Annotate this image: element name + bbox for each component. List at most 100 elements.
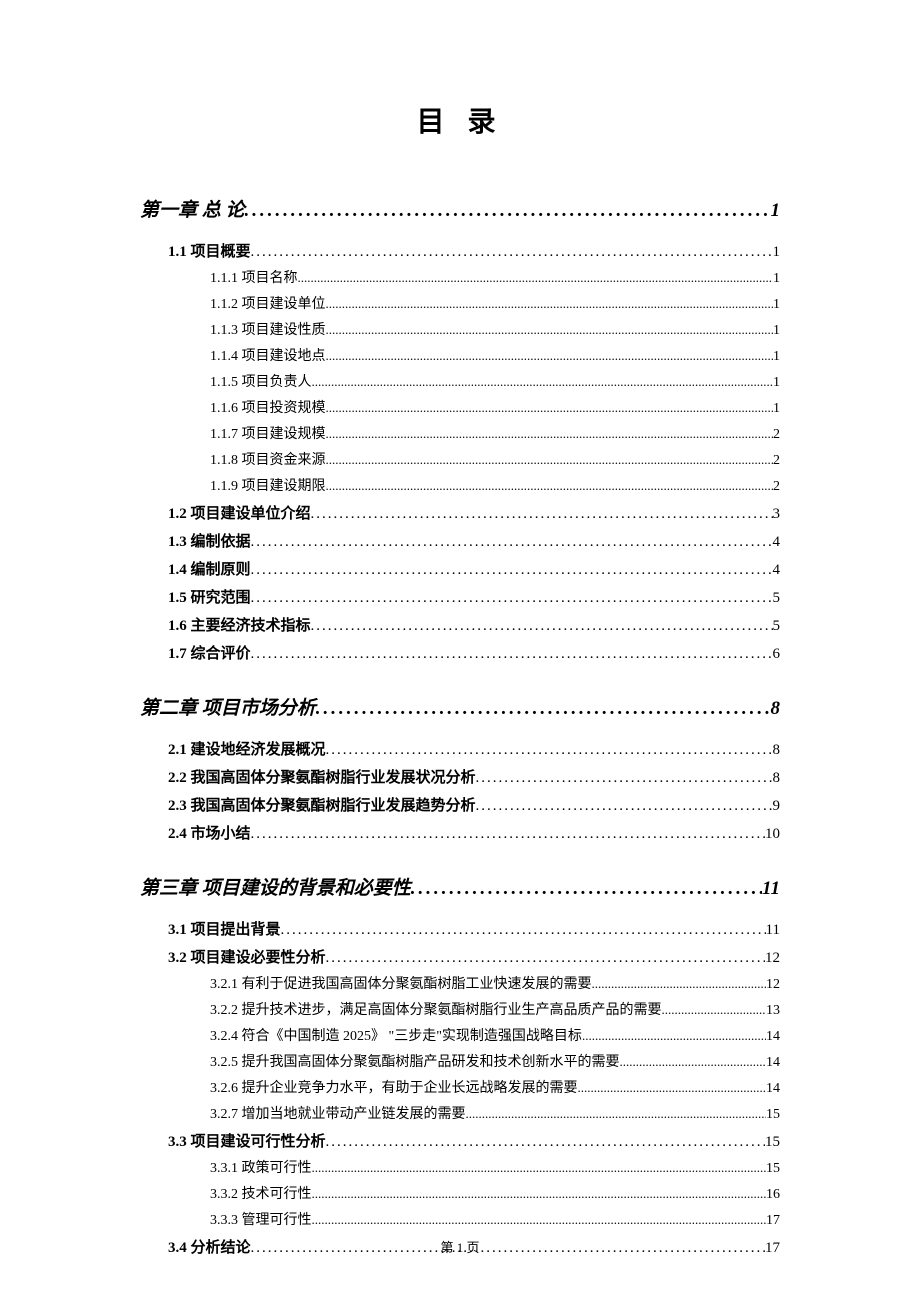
- toc-entry-label: 3.2.5 提升我国高固体分聚氨酯树脂产品研发和技术创新水平的需要: [210, 1051, 620, 1071]
- toc-entry-label: 1.1.4 项目建设地点: [210, 345, 326, 365]
- toc-entry-page: 1: [773, 375, 780, 391]
- toc-entry-label: 3.2.2 提升技术进步，满足高固体分聚氨酯树脂行业生产高品质产品的需要: [210, 999, 662, 1019]
- toc-entry-page: 1: [773, 244, 781, 261]
- toc-entry-label: 1.7 综合评价: [168, 642, 251, 663]
- toc-leader-dots: ........................................…: [311, 618, 773, 635]
- toc-entry-label: 2.4 市场小结: [168, 822, 251, 843]
- toc-entry: 1.1.3 项目建设性质............................…: [210, 319, 780, 339]
- toc-entry: 3.2.6 提升企业竞争力水平，有助于企业长远战略发展的需要..........…: [210, 1077, 780, 1097]
- toc-entry-page: 5: [773, 618, 781, 635]
- toc-entry-page: 11: [766, 922, 780, 939]
- toc-entry-page: 15: [765, 1134, 780, 1151]
- toc-entry-page: 8: [771, 698, 781, 720]
- toc-leader-dots: ........................................…: [326, 348, 774, 364]
- toc-entry-page: 11: [762, 878, 780, 900]
- toc-entry-label: 1.2 项目建设单位介绍: [168, 502, 311, 523]
- toc-entry: 3.2.5 提升我国高固体分聚氨酯树脂产品研发和技术创新水平的需要.......…: [210, 1051, 780, 1071]
- toc-leader-dots: ........................................…: [476, 798, 773, 815]
- page-footer: 第 1 页: [0, 1237, 920, 1256]
- toc-entry: 1.3 编制依据................................…: [168, 530, 780, 551]
- toc-entry-page: 17: [766, 1213, 780, 1229]
- toc-entry-page: 1: [773, 401, 780, 417]
- toc-entry: 1.1.8 项目资金来源............................…: [210, 449, 780, 469]
- toc-entry-page: 3: [773, 506, 781, 523]
- toc-entry-page: 8: [773, 742, 781, 759]
- toc-entry-page: 14: [766, 1055, 780, 1071]
- toc-leader-dots: ........................................…: [312, 1186, 767, 1202]
- toc-entry-label: 3.3.3 管理可行性: [210, 1209, 312, 1229]
- toc-entry: 3.1 项目提出背景..............................…: [168, 918, 780, 939]
- toc-entry-label: 3.3.2 技术可行性: [210, 1183, 312, 1203]
- toc-entry-page: 9: [773, 798, 781, 815]
- toc-entry: 1.5 研究范围................................…: [168, 586, 780, 607]
- toc-entry-label: 3.2.1 有利于促进我国高固体分聚氨酯树脂工业快速发展的需要: [210, 973, 592, 993]
- toc-entry: 2.2 我国高固体分聚氨酯树脂行业发展状况分析.................…: [168, 766, 780, 787]
- toc-entry-label: 2.3 我国高固体分聚氨酯树脂行业发展趋势分析: [168, 794, 476, 815]
- toc-leader-dots: ........................................…: [326, 742, 773, 759]
- toc-leader-dots: ........................................…: [326, 452, 774, 468]
- toc-entry-page: 14: [766, 1029, 780, 1045]
- toc-entry-label: 1.3 编制依据: [168, 530, 251, 551]
- toc-entry: 1.1.2 项目建设单位............................…: [210, 293, 780, 313]
- toc-entry: 1.2 项目建设单位介绍............................…: [168, 502, 780, 523]
- toc-entry-label: 2.2 我国高固体分聚氨酯树脂行业发展状况分析: [168, 766, 476, 787]
- toc-entry-label: 1.1.1 项目名称: [210, 267, 298, 287]
- toc-entry-label: 1.1.6 项目投资规模: [210, 397, 326, 417]
- toc-entry-label: 1.1.2 项目建设单位: [210, 293, 326, 313]
- toc-entry-label: 1.1 项目概要: [168, 240, 251, 261]
- toc-entry-page: 13: [766, 1003, 780, 1019]
- toc-entry-page: 16: [766, 1187, 780, 1203]
- toc-leader-dots: ........................................…: [326, 296, 774, 312]
- toc-entry: 3.2 项目建设必要性分析...........................…: [168, 946, 780, 967]
- toc-leader-dots: ........................................…: [251, 826, 765, 843]
- toc-entry-page: 6: [773, 646, 781, 663]
- toc-leader-dots: ........................................…: [582, 1028, 766, 1044]
- toc-entry-page: 1: [771, 200, 781, 222]
- toc-entry-page: 8: [773, 770, 781, 787]
- toc-leader-dots: ........................................…: [245, 200, 771, 222]
- toc-entry-page: 4: [773, 534, 781, 551]
- toc-leader-dots: ........................................…: [326, 400, 774, 416]
- toc-leader-dots: ........................................…: [251, 244, 773, 261]
- toc-entry-label: 3.1 项目提出背景: [168, 918, 281, 939]
- toc-entry-label: 3.3.1 政策可行性: [210, 1157, 312, 1177]
- toc-entry: 3.2.1 有利于促进我国高固体分聚氨酯树脂工业快速发展的需要.........…: [210, 973, 780, 993]
- toc-entry: 1.1.6 项目投资规模............................…: [210, 397, 780, 417]
- toc-entry-page: 1: [773, 323, 780, 339]
- toc-leader-dots: ........................................…: [620, 1054, 767, 1070]
- toc-leader-dots: ........................................…: [251, 646, 773, 663]
- toc-leader-dots: ........................................…: [662, 1002, 767, 1018]
- toc-entry-page: 5: [773, 590, 781, 607]
- toc-leader-dots: ........................................…: [476, 770, 773, 787]
- toc-entry: 1.1 项目概要................................…: [168, 240, 780, 261]
- toc-entry: 3.3.2 技术可行性.............................…: [210, 1183, 780, 1203]
- toc-entry-page: 15: [766, 1107, 780, 1123]
- toc-entry: 第三章 项目建设的背景和必要性.........................…: [140, 873, 780, 900]
- toc-entry: 1.6 主要经济技术指标............................…: [168, 614, 780, 635]
- toc-entry-label: 1.5 研究范围: [168, 586, 251, 607]
- toc-leader-dots: ........................................…: [578, 1080, 767, 1096]
- toc-entry-label: 3.2.7 增加当地就业带动产业链发展的需要: [210, 1103, 466, 1123]
- toc-entry: 3.2.2 提升技术进步，满足高固体分聚氨酯树脂行业生产高品质产品的需要....…: [210, 999, 780, 1019]
- toc-entry-label: 3.2.6 提升企业竞争力水平，有助于企业长远战略发展的需要: [210, 1077, 578, 1097]
- toc-leader-dots: ........................................…: [251, 562, 773, 579]
- toc-entry-label: 1.4 编制原则: [168, 558, 251, 579]
- toc-leader-dots: ........................................…: [281, 922, 766, 939]
- toc-entry-label: 3.3 项目建设可行性分析: [168, 1130, 326, 1151]
- toc-entry: 3.2.4 符合《中国制造 2025》 "三步走"实现制造强国战略目标.....…: [210, 1025, 780, 1045]
- toc-leader-dots: ........................................…: [411, 878, 762, 900]
- toc-entry-label: 1.1.9 项目建设期限: [210, 475, 326, 495]
- toc-entry-page: 10: [765, 826, 780, 843]
- toc-entry: 2.1 建设地经济发展概况...........................…: [168, 738, 780, 759]
- toc-entry: 1.7 综合评价................................…: [168, 642, 780, 663]
- toc-entry-label: 第二章 项目市场分析: [140, 693, 316, 720]
- toc-entry-page: 1: [773, 349, 780, 365]
- toc-entry-label: 1.6 主要经济技术指标: [168, 614, 311, 635]
- toc-entry-label: 3.2 项目建设必要性分析: [168, 946, 326, 967]
- toc-leader-dots: ........................................…: [326, 426, 774, 442]
- toc-entry-page: 4: [773, 562, 781, 579]
- toc-leader-dots: ........................................…: [326, 478, 774, 494]
- toc-leader-dots: ........................................…: [251, 590, 773, 607]
- toc-entry: 1.1.9 项目建设期限............................…: [210, 475, 780, 495]
- toc-entry: 1.1.4 项目建设地点............................…: [210, 345, 780, 365]
